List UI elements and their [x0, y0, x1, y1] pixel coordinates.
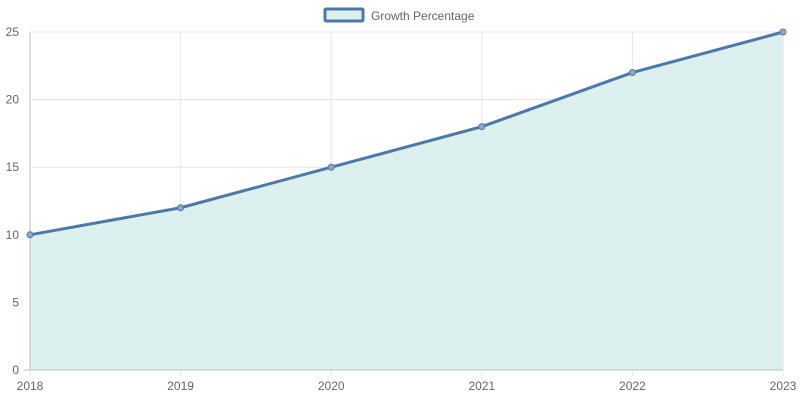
y-tick-label: 25: [6, 25, 20, 39]
x-tick-label: 2019: [167, 379, 194, 393]
tick-label-layer: 0 5 10 15 20 25 2018 2019 2020 2021 2022 2023: [6, 25, 797, 393]
area-layer: [30, 32, 783, 370]
data-point: [26, 231, 34, 239]
legend-swatch[interactable]: [323, 7, 365, 23]
data-point: [779, 28, 787, 36]
point-layer: [26, 28, 787, 239]
area-fill-growth-percentage: [30, 32, 783, 370]
series-line-growth-percentage: [28, 30, 785, 237]
y-tick-label: 10: [6, 228, 20, 242]
data-point: [478, 123, 486, 131]
y-tick-label: 15: [6, 160, 20, 174]
axis-layer: [24, 32, 783, 371]
x-tick-label: 2020: [318, 379, 345, 393]
legend[interactable]: Growth Percentage: [323, 7, 475, 23]
legend-label-growth-percentage[interactable]: Growth Percentage: [371, 9, 475, 23]
y-tick-label: 20: [6, 93, 20, 107]
y-tick-label: 5: [12, 295, 19, 309]
data-point: [628, 69, 636, 77]
x-tick-label: 2018: [17, 379, 44, 393]
data-point: [327, 163, 335, 171]
y-tick-label: 0: [12, 363, 19, 377]
data-point: [177, 204, 185, 212]
x-tick-label: 2022: [619, 379, 646, 393]
x-tick-label: 2021: [468, 379, 495, 393]
x-tick-label: 2023: [770, 379, 797, 393]
line-layer: [28, 30, 785, 237]
